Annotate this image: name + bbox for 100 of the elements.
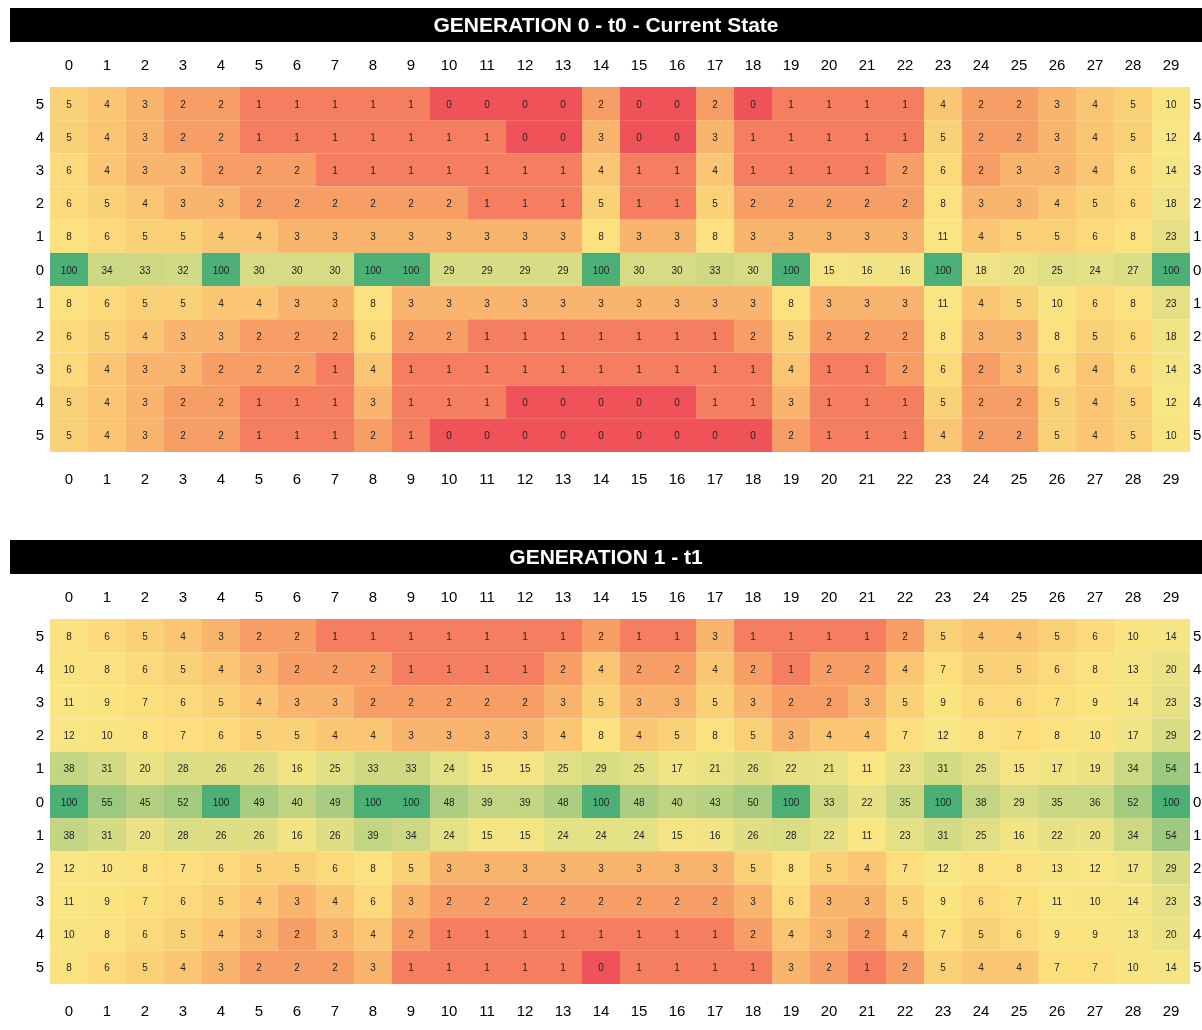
category-label: 29 bbox=[1162, 1002, 1180, 1019]
data-label: 12 bbox=[937, 862, 949, 874]
data-label: 1 bbox=[484, 397, 491, 409]
data-label: 1 bbox=[484, 131, 491, 143]
data-label: 26 bbox=[253, 763, 265, 775]
data-label: 4 bbox=[256, 896, 263, 908]
data-label: 5 bbox=[940, 131, 947, 143]
data-label: 4 bbox=[370, 364, 377, 376]
data-label: 1 bbox=[636, 630, 643, 642]
data-label: 6 bbox=[104, 630, 111, 642]
data-label: 1 bbox=[864, 962, 871, 974]
data-label: 26 bbox=[747, 763, 759, 775]
data-label: 2 bbox=[370, 430, 377, 442]
data-label: 11 bbox=[63, 696, 75, 708]
data-label: 2 bbox=[674, 896, 681, 908]
data-label: 4 bbox=[332, 730, 339, 742]
data-label: 1 bbox=[332, 397, 339, 409]
data-label: 1 bbox=[560, 330, 567, 342]
data-label: 3 bbox=[332, 297, 339, 309]
data-label: 1 bbox=[370, 164, 377, 176]
data-label: 1 bbox=[674, 929, 681, 941]
category-label: 8 bbox=[368, 470, 378, 487]
data-label: 7 bbox=[1016, 730, 1023, 742]
data-label: 3 bbox=[256, 929, 263, 941]
data-label: 6 bbox=[66, 198, 73, 210]
data-label: 4 bbox=[1092, 164, 1099, 176]
data-label: 2 bbox=[294, 364, 301, 376]
x-tick-label: 16 bbox=[668, 588, 686, 605]
data-label: 4 bbox=[978, 297, 985, 309]
category-label: 12 bbox=[516, 1002, 534, 1019]
x-tick-label: 18 bbox=[744, 588, 762, 605]
data-label: 28 bbox=[177, 763, 189, 775]
data-label: 38 bbox=[975, 796, 987, 808]
data-label: 39 bbox=[481, 796, 493, 808]
data-label: 8 bbox=[940, 330, 947, 342]
data-label: 1 bbox=[598, 330, 605, 342]
data-label: 16 bbox=[899, 264, 911, 276]
y-tick-label: 5 bbox=[1193, 426, 1202, 444]
y2-tick-label: 3 bbox=[35, 692, 44, 710]
x-tick-label: 9 bbox=[406, 588, 416, 605]
x-tick-label: 12 bbox=[516, 56, 534, 73]
data-label: 100 bbox=[782, 264, 800, 276]
data-label: 5 bbox=[598, 198, 605, 210]
x-tick-label: 3 bbox=[178, 588, 188, 605]
data-label: 1 bbox=[332, 630, 339, 642]
category-label: 14 bbox=[592, 470, 610, 487]
data-label: 14 bbox=[1165, 364, 1177, 376]
data-label: 2 bbox=[446, 696, 453, 708]
data-label: 1 bbox=[522, 630, 529, 642]
data-label: 1 bbox=[446, 164, 453, 176]
data-label: 2 bbox=[256, 164, 263, 176]
data-label: 54 bbox=[1165, 829, 1177, 841]
data-label: 3 bbox=[218, 962, 225, 974]
data-label: 4 bbox=[104, 164, 111, 176]
data-label: 6 bbox=[66, 364, 73, 376]
data-label: 3 bbox=[712, 131, 719, 143]
data-label: 3 bbox=[788, 397, 795, 409]
data-label: 6 bbox=[1016, 696, 1023, 708]
data-label: 2 bbox=[978, 364, 985, 376]
data-label: 0 bbox=[446, 430, 453, 442]
data-label: 6 bbox=[788, 896, 795, 908]
data-label: 6 bbox=[1092, 231, 1099, 243]
data-label: 10 bbox=[1127, 962, 1139, 974]
data-label: 1 bbox=[484, 198, 491, 210]
data-label: 1 bbox=[864, 164, 871, 176]
data-label: 0 bbox=[674, 397, 681, 409]
data-label: 2 bbox=[408, 929, 415, 941]
data-label: 32 bbox=[177, 264, 189, 276]
data-label: 3 bbox=[788, 962, 795, 974]
y-tick-label: 2 bbox=[1193, 194, 1202, 212]
data-label: 2 bbox=[978, 98, 985, 110]
data-label: 1 bbox=[636, 962, 643, 974]
data-label: 15 bbox=[519, 763, 531, 775]
data-label: 7 bbox=[940, 929, 947, 941]
data-label: 49 bbox=[253, 796, 265, 808]
data-label: 3 bbox=[636, 696, 643, 708]
y-tick-label: 4 bbox=[1193, 127, 1202, 145]
data-label: 1 bbox=[712, 330, 719, 342]
data-label: 48 bbox=[557, 796, 569, 808]
data-label: 14 bbox=[1165, 962, 1177, 974]
data-label: 2 bbox=[218, 98, 225, 110]
data-label: 3 bbox=[788, 730, 795, 742]
category-label: 17 bbox=[706, 470, 724, 487]
data-label: 34 bbox=[1127, 829, 1139, 841]
data-label: 1 bbox=[408, 397, 415, 409]
x-tick-label: 25 bbox=[1010, 56, 1028, 73]
category-label: 11 bbox=[479, 470, 495, 487]
data-label: 5 bbox=[1054, 430, 1061, 442]
data-label: 4 bbox=[1092, 98, 1099, 110]
data-label: 3 bbox=[750, 696, 757, 708]
data-label: 17 bbox=[671, 763, 683, 775]
data-label: 5 bbox=[218, 696, 225, 708]
data-label: 30 bbox=[633, 264, 645, 276]
data-label: 8 bbox=[142, 730, 149, 742]
x-tick-label: 0 bbox=[64, 56, 74, 73]
category-label: 4 bbox=[216, 470, 226, 487]
data-label: 1 bbox=[826, 397, 833, 409]
data-label: 2 bbox=[788, 198, 795, 210]
data-label: 2 bbox=[674, 663, 681, 675]
data-label: 3 bbox=[826, 929, 833, 941]
